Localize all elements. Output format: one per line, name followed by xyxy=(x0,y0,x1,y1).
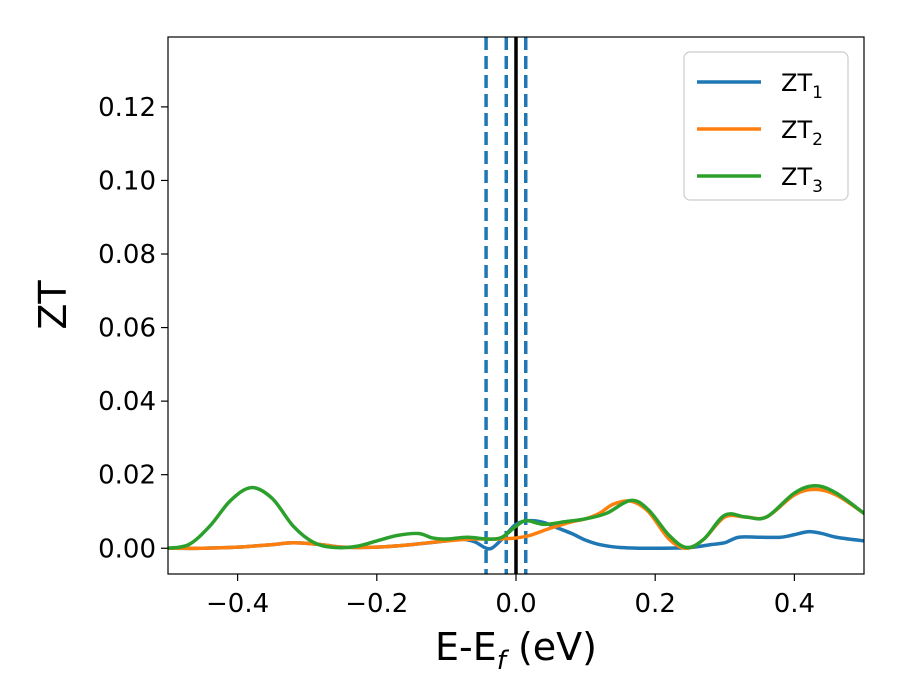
x-tick-label: 0.0 xyxy=(495,589,536,619)
y-tick-label: 0.08 xyxy=(98,240,156,270)
y-tick-label: 0.06 xyxy=(98,314,156,344)
x-axis-ticks: −0.4 −0.2 0.0 0.2 0.4 xyxy=(206,574,815,619)
y-tick-label: 0.02 xyxy=(98,461,156,491)
legend: ZT1 ZT2 ZT3 xyxy=(683,51,849,201)
x-tick-label: −0.4 xyxy=(206,589,269,619)
x-tick-label: 0.4 xyxy=(774,589,815,619)
series-line-zt3 xyxy=(168,483,864,550)
x-axis-label: E-Ef (eV) xyxy=(435,625,597,676)
legend-label-zt1: ZT1 xyxy=(781,69,823,103)
y-tick-label: 0.10 xyxy=(98,166,156,196)
legend-box xyxy=(683,51,849,201)
x-tick-label: 0.2 xyxy=(635,589,676,619)
y-tick-label: 0.12 xyxy=(98,93,156,123)
x-tick-label: −0.2 xyxy=(345,589,408,619)
y-axis-label: ZT xyxy=(31,280,75,330)
legend-label-zt2: ZT2 xyxy=(781,116,823,150)
y-axis-ticks: 0.00 0.02 0.04 0.06 0.08 0.10 0.12 xyxy=(98,93,168,564)
y-tick-label: 0.00 xyxy=(98,534,156,564)
series-lines xyxy=(168,483,864,551)
y-tick-label: 0.04 xyxy=(98,387,156,417)
legend-label-zt3: ZT3 xyxy=(781,163,823,197)
vertical-reference-lines xyxy=(484,37,528,574)
